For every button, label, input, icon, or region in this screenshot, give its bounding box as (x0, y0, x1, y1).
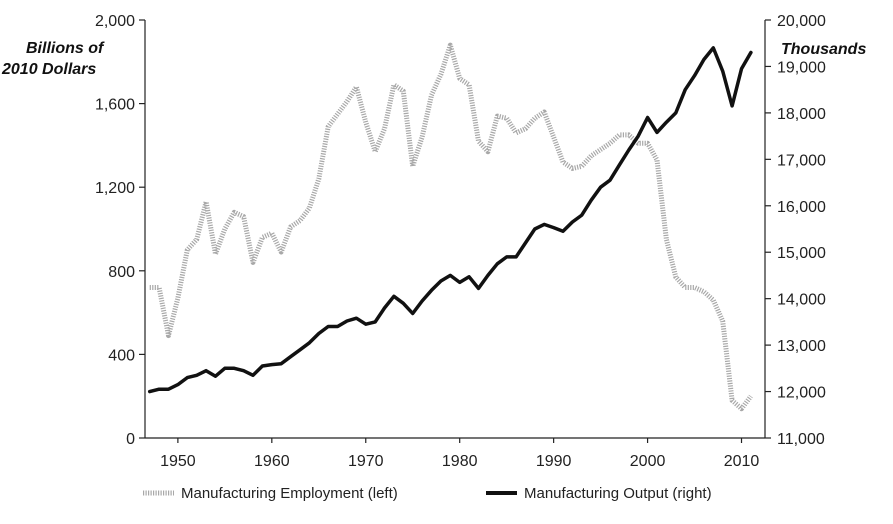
left-y-ticks: 0 400 800 1,200 1,600 2,000 (95, 13, 145, 448)
x-tick-label: 1990 (536, 453, 572, 470)
x-tick-label: 1950 (160, 453, 196, 470)
chart-axes (144, 20, 766, 439)
right-tick-label: 18,000 (777, 106, 826, 123)
left-tick-label: 1,200 (95, 180, 135, 197)
left-tick-label: 400 (108, 347, 135, 364)
x-tick-label: 1980 (442, 453, 478, 470)
right-y-ticks: 11,000 12,000 13,000 14,000 15,000 16,000 17,0… (765, 13, 826, 448)
legend: Manufacturing Employment (left) Manufact… (143, 485, 712, 502)
right-tick-label: 13,000 (777, 338, 826, 355)
x-tick-label: 1970 (348, 453, 384, 470)
right-tick-label: 19,000 (777, 59, 826, 76)
left-axis-title-line-1: Billions of (26, 40, 105, 57)
right-tick-label: 14,000 (777, 292, 826, 309)
legend-label-employment: Manufacturing Employment (left) (181, 485, 398, 502)
series-layer (147, 42, 753, 412)
right-tick-label: 16,000 (777, 199, 826, 216)
right-tick-label: 17,000 (777, 152, 826, 169)
series-line-output (147, 46, 753, 394)
left-tick-label: 1,600 (95, 97, 135, 114)
left-tick-label: 0 (126, 431, 135, 448)
right-tick-label: 12,000 (777, 385, 826, 402)
left-tick-label: 2,000 (95, 13, 135, 30)
x-axis-ticks: 1950 1960 1970 1980 1990 2000 2010 (160, 438, 759, 470)
right-tick-label: 20,000 (777, 13, 826, 30)
series-line-employment (149, 42, 753, 412)
left-tick-label: 800 (108, 264, 135, 281)
right-tick-label: 15,000 (777, 245, 826, 262)
legend-label-output: Manufacturing Output (right) (524, 485, 712, 502)
right-axis-title: Thousands (781, 41, 866, 58)
left-axis-title-line-2: 2010 Dollars (1, 61, 96, 78)
x-tick-label: 2010 (724, 453, 760, 470)
x-tick-label: 1960 (254, 453, 290, 470)
x-tick-label: 2000 (630, 453, 666, 470)
right-tick-label: 11,000 (777, 431, 825, 448)
